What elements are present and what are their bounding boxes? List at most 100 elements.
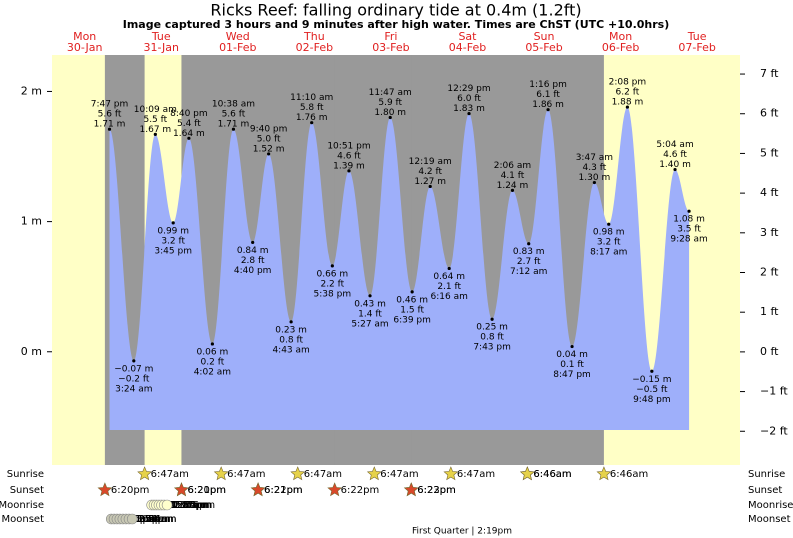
extreme-meters: 0.99 m xyxy=(157,226,189,236)
extreme-feet: 6.0 ft xyxy=(457,94,481,104)
extreme-meters: 0.98 m xyxy=(593,228,625,238)
extreme-time: 8:40 pm xyxy=(170,109,208,119)
y2-tick-label: −2 ft xyxy=(760,424,788,437)
extreme-time: 4:02 am xyxy=(194,367,231,377)
extreme-meters: 1.83 m xyxy=(453,104,485,114)
y2-tick-label: 7 ft xyxy=(760,67,779,80)
extreme-feet: 0.8 ft xyxy=(480,333,504,343)
event-time: 6:20pm xyxy=(111,485,150,496)
sunrise-icon xyxy=(596,466,612,481)
sunset-icon xyxy=(97,482,113,497)
extreme-feet: 5.6 ft xyxy=(222,110,246,120)
sunrise-icon xyxy=(366,466,382,481)
tide-extreme xyxy=(592,180,596,185)
event-time: 11:02pm xyxy=(126,514,171,525)
event-time: 6:46am xyxy=(533,469,571,480)
extreme-meters: −0.15 m xyxy=(632,375,671,385)
extreme-time: 11:10 am xyxy=(290,93,333,103)
extreme-feet: 2.8 ft xyxy=(241,256,265,266)
event-time: 6:23pm xyxy=(417,485,456,496)
extreme-meters: 0.23 m xyxy=(275,325,307,335)
tide-extreme xyxy=(107,127,112,131)
day-date: 07-Feb xyxy=(678,41,715,54)
event-time: 6:22pm xyxy=(417,485,456,496)
sunrise-icon xyxy=(519,466,535,481)
extreme-feet: 4.3 ft xyxy=(583,163,607,173)
event-time: 1:54am xyxy=(135,514,173,525)
extreme-meters: 0.83 m xyxy=(513,247,545,257)
sunrise-icon xyxy=(137,466,152,481)
day-name: Wed xyxy=(226,30,250,43)
extreme-meters: 0.04 m xyxy=(556,350,588,360)
extreme-feet: 5.8 ft xyxy=(300,103,324,113)
sunset-icon xyxy=(327,482,343,497)
extreme-meters: 1.64 m xyxy=(173,129,205,139)
tide-extreme xyxy=(650,369,654,373)
row-label: Sunrise xyxy=(7,469,44,480)
event-time: 9:00am xyxy=(158,500,196,511)
moonset-icon xyxy=(126,513,138,525)
day-name: Sat xyxy=(458,30,477,43)
y-tick-label: 2 m xyxy=(21,84,42,97)
row-label: Sunset xyxy=(10,485,44,496)
sunrise-icon xyxy=(290,466,306,481)
extreme-time: 5:04 am xyxy=(656,140,693,150)
extreme-feet: 3.2 ft xyxy=(597,238,621,248)
extreme-meters: 1.88 m xyxy=(612,98,644,108)
extreme-time: 5:38 pm xyxy=(314,289,352,299)
extreme-meters: 1.08 m xyxy=(673,215,705,225)
day-date: 02-Feb xyxy=(296,41,333,54)
day-date: 30-Jan xyxy=(67,41,103,54)
extreme-meters: 0.66 m xyxy=(316,269,348,279)
y2-tick-label: 2 ft xyxy=(760,266,779,279)
extreme-time: 7:47 pm xyxy=(91,100,129,110)
extreme-meters: 1.40 m xyxy=(659,160,691,170)
event-time: 12:56pm xyxy=(170,500,215,511)
extreme-feet: 3.2 ft xyxy=(161,236,185,246)
extreme-meters: 0.06 m xyxy=(197,347,229,357)
extreme-meters: 1.76 m xyxy=(296,113,328,123)
extreme-time: 8:47 pm xyxy=(553,370,591,380)
tide-extreme xyxy=(251,240,255,245)
sunrise-icon xyxy=(213,466,229,481)
event-time: 6:47am xyxy=(304,469,342,480)
extreme-feet: 5.9 ft xyxy=(378,98,402,108)
row-label: Sunrise xyxy=(748,469,785,480)
tide-extreme xyxy=(210,342,214,346)
extreme-time: 1:16 pm xyxy=(529,80,567,90)
tide-extreme xyxy=(388,115,392,120)
tide-extreme xyxy=(490,317,494,321)
event-time: 6:20pm xyxy=(187,485,226,496)
extreme-meters: 1.86 m xyxy=(532,100,564,110)
extreme-time: 3:45 pm xyxy=(154,246,192,256)
event-time: 6:47am xyxy=(380,469,418,480)
row-label: Moonrise xyxy=(748,500,793,511)
day-date: 01-Feb xyxy=(219,41,256,54)
chart-subtitle: Image captured 3 hours and 9 minutes aft… xyxy=(123,18,669,31)
tide-extreme xyxy=(132,359,136,363)
day-name: Thu xyxy=(303,30,325,43)
event-time: 12:56am xyxy=(132,514,177,525)
y2-tick-label: 5 ft xyxy=(760,146,779,159)
event-time: 11:58pm xyxy=(129,514,174,525)
day-date: 03-Feb xyxy=(372,41,409,54)
tide-extreme xyxy=(267,152,271,156)
extreme-feet: 4.6 ft xyxy=(663,150,687,160)
tide-extreme xyxy=(171,221,175,225)
day-name: Tue xyxy=(151,30,171,43)
y2-tick-label: −1 ft xyxy=(760,385,788,398)
extreme-time: 9:40 pm xyxy=(250,124,288,134)
extreme-time: 7:43 pm xyxy=(473,343,511,353)
extreme-feet: −0.2 ft xyxy=(118,374,150,384)
extreme-time: 10:51 pm xyxy=(327,141,370,151)
day-name: Sun xyxy=(534,30,555,43)
extreme-meters: 1.71 m xyxy=(94,120,126,130)
extreme-meters: 1.80 m xyxy=(374,108,406,118)
day-date: 31-Jan xyxy=(143,41,179,54)
event-time: 9:13pm xyxy=(120,514,159,525)
tide-extreme xyxy=(546,108,550,112)
event-time: 6:47am xyxy=(457,469,495,480)
tide-extreme xyxy=(289,320,293,324)
y-tick-label: 1 m xyxy=(21,215,42,228)
